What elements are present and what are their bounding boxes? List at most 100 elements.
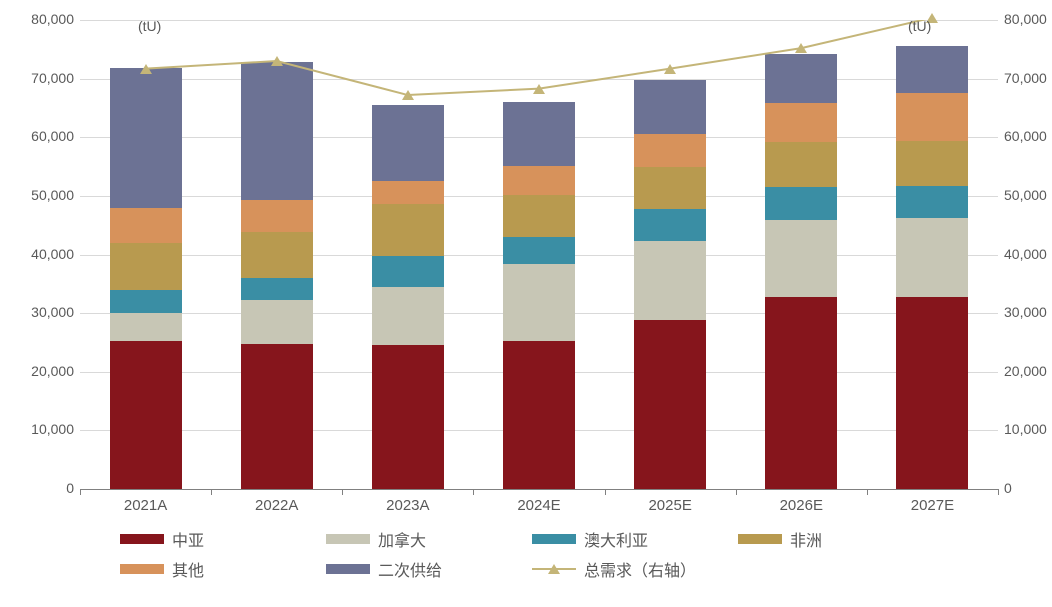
legend-label: 中亚: [172, 527, 204, 551]
bar-segment-secondary_supply: [503, 102, 575, 166]
y-left-tick: 20,000: [31, 363, 74, 379]
bar-segment-others: [372, 181, 444, 204]
x-tick-label: 2022A: [255, 497, 298, 514]
legend-line-icon: [532, 568, 576, 570]
bar-segment-africa: [503, 195, 575, 237]
legend-label: 非洲: [790, 527, 822, 551]
bar-segment-australia: [896, 186, 968, 218]
bar-segment-central_asia: [634, 320, 706, 489]
bar-segment-others: [765, 103, 837, 142]
y-right-tick: 30,000: [1004, 304, 1047, 320]
bar-segment-africa: [241, 232, 313, 278]
bar-segment-central_asia: [241, 344, 313, 489]
x-tick: [998, 489, 999, 495]
x-tick-label: 2027E: [911, 497, 954, 514]
legend-row: 其他 二次供给 总需求（右轴）: [0, 557, 1052, 581]
bar-segment-others: [110, 208, 182, 243]
y-left-tick: 30,000: [31, 304, 74, 320]
bar-segment-australia: [241, 278, 313, 300]
bar-segment-secondary_supply: [765, 54, 837, 103]
bar-segment-canada: [241, 300, 313, 344]
x-tick: [211, 489, 212, 495]
bar-group: [110, 68, 182, 489]
x-tick: [80, 489, 81, 495]
bar-segment-australia: [503, 237, 575, 264]
y-left-tick: 80,000: [31, 11, 74, 27]
triangle-marker-icon: [271, 56, 283, 66]
gridline: [80, 20, 998, 21]
legend-label: 其他: [172, 557, 204, 581]
y-left-tick: 50,000: [31, 187, 74, 203]
bar-segment-others: [896, 93, 968, 140]
bar-segment-africa: [372, 204, 444, 256]
bar-group: [372, 105, 444, 489]
bar-segment-secondary_supply: [110, 68, 182, 208]
y-left-tick: 0: [66, 480, 74, 496]
triangle-marker-icon: [664, 64, 676, 74]
legend-item-others: 其他: [120, 557, 290, 581]
legend-swatch-icon: [532, 534, 576, 544]
x-tick: [867, 489, 868, 495]
legend-label: 二次供给: [378, 557, 442, 581]
y-left-tick: 40,000: [31, 246, 74, 262]
x-tick: [473, 489, 474, 495]
legend-label: 总需求（右轴）: [584, 557, 696, 581]
bar-segment-africa: [896, 141, 968, 186]
bar-segment-others: [634, 134, 706, 166]
y-right-tick: 70,000: [1004, 70, 1047, 86]
triangle-marker-icon: [533, 84, 545, 94]
triangle-marker-icon: [795, 43, 807, 53]
legend-item-total_demand: 总需求（右轴）: [532, 557, 702, 581]
bar-segment-canada: [634, 241, 706, 320]
legend-row: 中亚 加拿大 澳大利亚 非洲: [0, 527, 1052, 551]
x-tick-label: 2024E: [517, 497, 560, 514]
bar-segment-australia: [110, 290, 182, 312]
bar-segment-secondary_supply: [634, 80, 706, 135]
y-right-tick: 20,000: [1004, 363, 1047, 379]
y-right-tick: 0: [1004, 480, 1012, 496]
y-left-unit: (tU): [138, 18, 161, 34]
bar-group: [765, 54, 837, 489]
bar-segment-others: [503, 166, 575, 195]
x-tick: [605, 489, 606, 495]
bar-segment-central_asia: [896, 297, 968, 489]
bar-group: [503, 102, 575, 489]
legend: 中亚 加拿大 澳大利亚 非洲其他 二次供给 总需求（右轴）: [0, 527, 1052, 581]
bar-segment-canada: [110, 313, 182, 342]
x-tick: [736, 489, 737, 495]
bar-segment-central_asia: [503, 341, 575, 489]
y-right-tick: 60,000: [1004, 128, 1047, 144]
bar-segment-australia: [634, 209, 706, 241]
bar-segment-canada: [896, 218, 968, 297]
legend-item-canada: 加拿大: [326, 527, 496, 551]
x-tick-label: 2023A: [386, 497, 429, 514]
bar-segment-secondary_supply: [241, 62, 313, 200]
bar-segment-canada: [765, 220, 837, 297]
legend-item-central_asia: 中亚: [120, 527, 290, 551]
bar-segment-central_asia: [765, 297, 837, 489]
y-left-tick: 70,000: [31, 70, 74, 86]
y-left-tick: 10,000: [31, 421, 74, 437]
x-axis: [80, 489, 998, 490]
bar-group: [896, 46, 968, 489]
legend-label: 加拿大: [378, 527, 426, 551]
legend-swatch-icon: [120, 534, 164, 544]
bar-segment-canada: [372, 287, 444, 346]
uranium-supply-demand-chart: (tU) (tU) 中亚加拿大澳大利亚非洲其他二次供给总需求（右轴） 0010,…: [0, 0, 1052, 607]
bar-group: [634, 80, 706, 489]
gridline: [80, 79, 998, 80]
bar-segment-australia: [765, 187, 837, 220]
plot-area: [80, 20, 998, 489]
bar-segment-africa: [110, 243, 182, 290]
legend-swatch-icon: [120, 564, 164, 574]
bar-segment-africa: [634, 167, 706, 209]
bar-group: [241, 62, 313, 489]
bar-segment-africa: [765, 142, 837, 187]
legend-label: 澳大利亚: [584, 527, 648, 551]
y-right-tick: 10,000: [1004, 421, 1047, 437]
x-tick-label: 2026E: [780, 497, 823, 514]
legend-item-australia: 澳大利亚: [532, 527, 702, 551]
legend-item-africa: 非洲: [738, 527, 908, 551]
legend-swatch-icon: [738, 534, 782, 544]
y-right-tick: 80,000: [1004, 11, 1047, 27]
